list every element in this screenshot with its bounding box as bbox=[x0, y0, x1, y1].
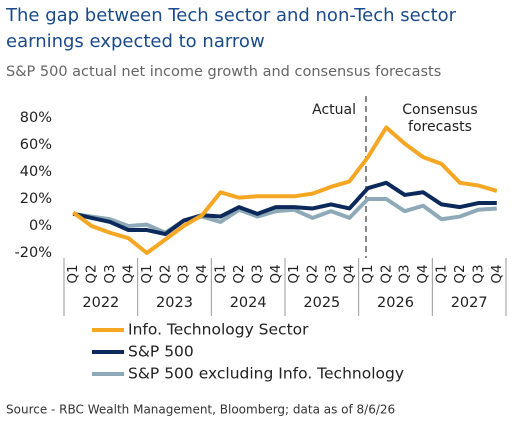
x-tick-label: Q2 bbox=[231, 264, 247, 283]
year-label: 2027 bbox=[451, 295, 488, 311]
chart-title: The gap between Tech sector and non-Tech… bbox=[5, 5, 457, 26]
x-tick-label: Q1 bbox=[139, 264, 155, 283]
y-tick-label: 40% bbox=[20, 164, 52, 180]
x-tick-label: Q4 bbox=[341, 264, 357, 283]
annotation: forecasts bbox=[408, 119, 472, 135]
legend-label: S&P 500 excluding Info. Technology bbox=[128, 365, 404, 383]
x-tick-label: Q3 bbox=[323, 264, 339, 283]
x-tick-label: Q2 bbox=[305, 264, 321, 283]
x-tick-label: Q3 bbox=[176, 264, 192, 283]
year-label: 2026 bbox=[377, 295, 414, 311]
chart-subtitle: S&P 500 actual net income growth and con… bbox=[6, 64, 441, 80]
year-label: 2022 bbox=[82, 295, 119, 311]
series-line bbox=[72, 197, 497, 235]
source: Source - RBC Wealth Management, Bloomber… bbox=[6, 403, 395, 417]
y-tick-label: 60% bbox=[20, 137, 52, 153]
x-tick-label: Q3 bbox=[102, 264, 118, 283]
y-tick-label: 20% bbox=[20, 191, 52, 207]
x-tick-label: Q1 bbox=[286, 264, 302, 283]
year-label: 2023 bbox=[156, 295, 193, 311]
annotation: Actual bbox=[312, 102, 356, 118]
x-tick-label: Q1 bbox=[213, 264, 229, 283]
x-tick-label: Q1 bbox=[434, 264, 450, 283]
x-tick-label: Q2 bbox=[378, 264, 394, 283]
x-tick-label: Q3 bbox=[397, 264, 413, 283]
x-tick-label: Q1 bbox=[65, 264, 81, 283]
x-tick-label: Q3 bbox=[470, 264, 486, 283]
x-tick-label: Q4 bbox=[415, 264, 431, 283]
legend-label: S&P 500 bbox=[128, 343, 194, 361]
x-tick-label: Q4 bbox=[489, 264, 505, 283]
annotation: Consensus bbox=[402, 102, 477, 118]
series-line bbox=[72, 125, 498, 255]
x-tick-label: Q4 bbox=[268, 264, 284, 283]
x-tick-label: Q3 bbox=[249, 264, 265, 283]
chart-title: earnings expected to narrow bbox=[6, 31, 265, 52]
x-tick-label: Q1 bbox=[360, 264, 376, 283]
x-tick-label: Q4 bbox=[120, 264, 136, 283]
y-tick-label: 80% bbox=[20, 110, 52, 126]
y-tick-label: 0% bbox=[29, 218, 52, 234]
x-tick-label: Q4 bbox=[194, 264, 210, 283]
y-tick-label: -20% bbox=[15, 245, 52, 261]
year-label: 2024 bbox=[230, 295, 267, 311]
series-line bbox=[72, 180, 497, 237]
legend-label: Info. Technology Sector bbox=[128, 321, 309, 339]
x-tick-label: Q2 bbox=[84, 264, 100, 283]
x-tick-label: Q2 bbox=[452, 264, 468, 283]
year-label: 2025 bbox=[303, 295, 340, 311]
x-tick-label: Q2 bbox=[157, 264, 173, 283]
